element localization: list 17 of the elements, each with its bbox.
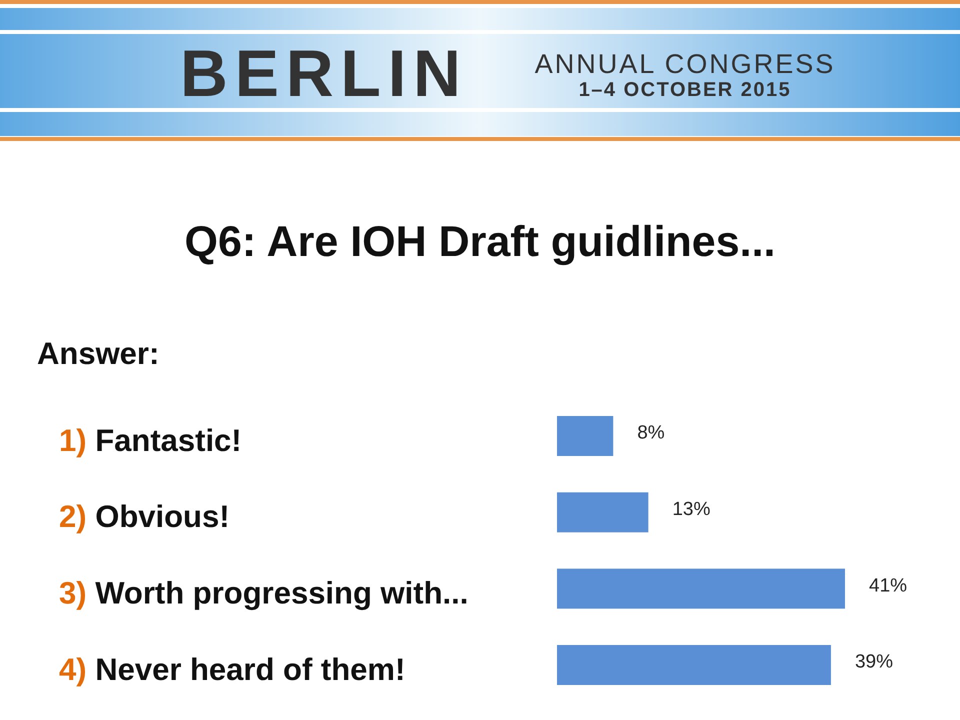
- data-label: 13%: [672, 498, 710, 520]
- bar: [557, 492, 648, 532]
- y-tick-label: 1) Fantastic!: [59, 422, 242, 458]
- text: Answer:: [37, 336, 160, 371]
- y-tick-label: 2) Obvious!: [59, 499, 230, 534]
- y-tick-label: 3) Worth progressing with...: [59, 576, 468, 611]
- y-tick-label: 4) Never heard of them!: [59, 652, 406, 687]
- text: ANNUAL CONGRESS: [534, 49, 836, 79]
- bar: [557, 645, 831, 685]
- data-label: 39%: [854, 652, 894, 673]
- bar: [557, 416, 614, 456]
- text: BERLIN: [180, 36, 468, 110]
- data-label: 8%: [637, 422, 665, 444]
- text: 1–4 OCTOBER 2015: [578, 79, 792, 101]
- chart-title: Q6: Are IOH Draft guidlines...: [184, 218, 776, 266]
- bar: [557, 568, 845, 609]
- data-label: 41%: [869, 575, 908, 596]
